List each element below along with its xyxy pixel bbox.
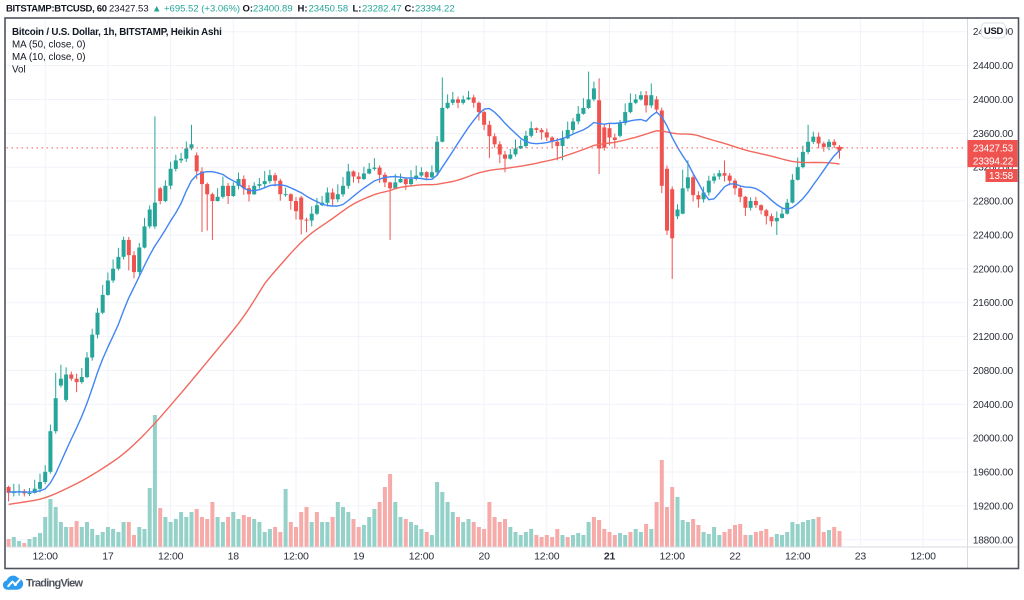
svg-text:C:: C: — [405, 4, 415, 15]
svg-text:20000.00: 20000.00 — [973, 434, 1014, 445]
svg-text:22: 22 — [729, 551, 741, 563]
svg-text:22400.00: 22400.00 — [973, 231, 1014, 242]
svg-text:18800.00: 18800.00 — [973, 535, 1014, 546]
svg-text:H:: H: — [298, 4, 308, 15]
svg-text:19: 19 — [353, 551, 365, 563]
svg-text:22000.00: 22000.00 — [973, 264, 1014, 275]
svg-text:21200.00: 21200.00 — [973, 332, 1014, 343]
svg-text:12:00: 12:00 — [785, 551, 811, 563]
svg-text:18: 18 — [228, 551, 240, 563]
svg-text:21600.00: 21600.00 — [973, 298, 1014, 309]
svg-text:MA (10, close, 0): MA (10, close, 0) — [12, 52, 86, 63]
svg-text:Vol: Vol — [12, 65, 26, 76]
svg-text:L:: L: — [353, 4, 362, 15]
svg-text:19200.00: 19200.00 — [973, 501, 1014, 512]
svg-text:▲: ▲ — [152, 4, 161, 15]
svg-text:20: 20 — [478, 551, 490, 563]
svg-text:23427.53: 23427.53 — [973, 143, 1014, 154]
svg-text:23282.47: 23282.47 — [362, 4, 402, 15]
svg-text:12:00: 12:00 — [910, 551, 936, 563]
svg-text:17: 17 — [102, 551, 114, 563]
svg-text:19600.00: 19600.00 — [973, 468, 1014, 479]
svg-text:USD: USD — [984, 26, 1004, 37]
svg-text:23394.22: 23394.22 — [415, 4, 455, 15]
svg-text:23: 23 — [855, 551, 867, 563]
svg-text:22800.00: 22800.00 — [973, 197, 1014, 208]
svg-text:23600.00: 23600.00 — [973, 129, 1014, 140]
svg-text:12:00: 12:00 — [409, 551, 435, 563]
svg-text:23200.00: 23200.00 — [973, 163, 1014, 174]
svg-text:20400.00: 20400.00 — [973, 400, 1014, 411]
svg-text:20800.00: 20800.00 — [973, 366, 1014, 377]
svg-text:BITSTAMP:BTCUSD, 60: BITSTAMP:BTCUSD, 60 — [6, 4, 107, 15]
svg-text:12:00: 12:00 — [33, 551, 59, 563]
svg-text:13:58: 13:58 — [989, 171, 1014, 182]
svg-text:21: 21 — [604, 551, 616, 563]
svg-text:24000.00: 24000.00 — [973, 95, 1014, 106]
svg-text:12:00: 12:00 — [283, 551, 309, 563]
svg-text:+695.52 (+3.06%): +695.52 (+3.06%) — [164, 4, 240, 15]
svg-text:12:00: 12:00 — [660, 551, 686, 563]
svg-text:23394.22: 23394.22 — [973, 156, 1014, 167]
svg-text:TradingView: TradingView — [26, 578, 84, 590]
svg-text:23400.89: 23400.89 — [253, 4, 293, 15]
svg-text:O:: O: — [243, 4, 254, 15]
svg-text:24400.00: 24400.00 — [973, 61, 1014, 72]
svg-text:Bitcoin / U.S. Dollar, 1h, BIT: Bitcoin / U.S. Dollar, 1h, BITSTAMP, Hei… — [12, 27, 222, 38]
svg-text:23427.53: 23427.53 — [109, 4, 149, 15]
svg-text:23450.58: 23450.58 — [309, 4, 349, 15]
svg-text:MA (50, close, 0): MA (50, close, 0) — [12, 40, 86, 51]
svg-text:12:00: 12:00 — [158, 551, 184, 563]
svg-text:12:00: 12:00 — [534, 551, 560, 563]
